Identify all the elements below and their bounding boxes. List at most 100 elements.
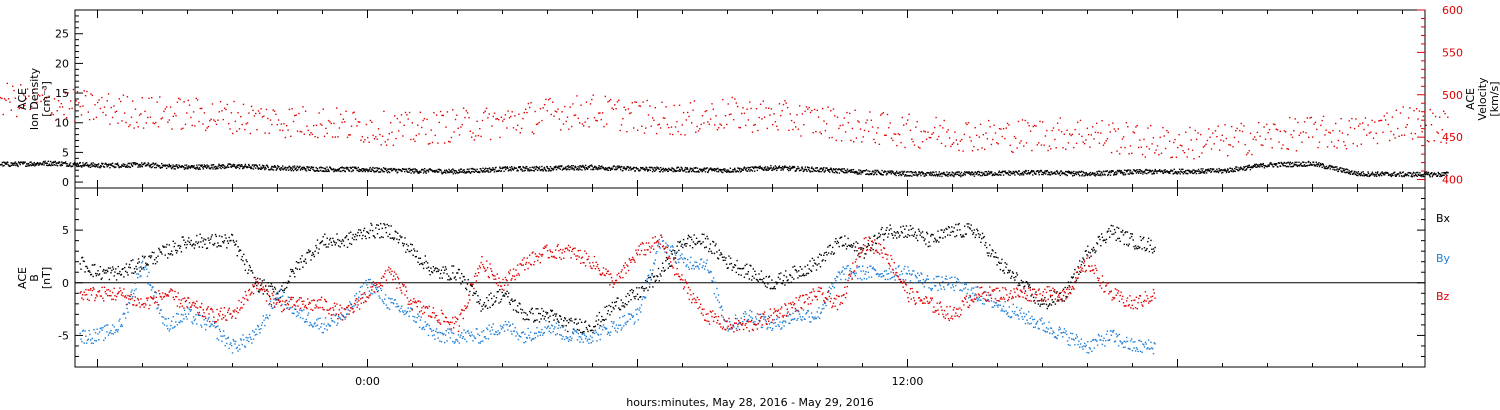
velocity-point: [1221, 134, 1223, 136]
density-point: [1367, 172, 1370, 175]
density-point: [208, 165, 210, 167]
velocity-point: [156, 101, 158, 103]
density-point: [648, 169, 650, 171]
density-point: [114, 163, 116, 165]
velocity-point: [580, 104, 582, 106]
velocity-point: [209, 120, 211, 122]
bx-point: [108, 278, 111, 281]
density-point: [519, 166, 521, 168]
density-point: [132, 162, 134, 164]
velocity-point: [79, 105, 81, 108]
density-point: [143, 163, 145, 165]
velocity-point: [627, 108, 629, 110]
density-point: [1048, 173, 1050, 175]
velocity-point: [1386, 112, 1388, 114]
density-point: [364, 169, 366, 171]
density-point: [372, 169, 375, 172]
density-point: [89, 166, 92, 168]
density-point: [366, 169, 369, 171]
density-point: [1298, 165, 1301, 167]
velocity-point: [327, 119, 330, 122]
density-point: [351, 166, 354, 168]
velocity-point: [188, 104, 191, 106]
velocity-point: [1422, 115, 1425, 117]
velocity-point: [383, 110, 385, 113]
velocity-point: [161, 117, 164, 119]
density-point: [28, 165, 31, 167]
density-point: [107, 164, 109, 166]
density-point: [249, 166, 251, 168]
velocity-point: [552, 101, 554, 103]
velocity-point: [215, 123, 218, 126]
density-point: [1009, 170, 1012, 173]
density-point: [886, 173, 889, 175]
bx-point: [86, 267, 89, 269]
velocity-point: [315, 124, 318, 126]
velocity-point: [1032, 125, 1034, 128]
velocity-point: [36, 101, 38, 104]
velocity-point: [904, 146, 906, 149]
density-point: [1340, 170, 1342, 172]
velocity-point: [6, 82, 8, 85]
bx-point: [153, 251, 155, 254]
density-point: [78, 165, 80, 168]
velocity-point: [1085, 139, 1087, 141]
density-point: [235, 167, 237, 169]
density-point: [2, 165, 4, 167]
density-point: [872, 170, 874, 172]
velocity-point: [534, 110, 536, 113]
density-point: [889, 171, 891, 174]
density-point: [717, 167, 719, 170]
density-point: [844, 172, 846, 174]
bx-point: [122, 268, 124, 270]
density-point: [719, 168, 721, 171]
density-point: [756, 166, 758, 168]
density-point: [200, 165, 202, 167]
density-point: [1325, 167, 1327, 170]
velocity-point: [1355, 118, 1357, 120]
velocity-point: [510, 115, 512, 118]
bx-point: [169, 253, 171, 256]
velocity-point: [1237, 141, 1240, 143]
velocity-point: [1075, 142, 1078, 144]
density-point: [871, 172, 873, 175]
density-point: [1047, 173, 1049, 176]
velocity-point: [581, 123, 584, 125]
density-point: [1115, 171, 1117, 173]
density-point: [1251, 165, 1253, 168]
density-point: [519, 167, 521, 169]
density-point: [894, 172, 897, 174]
density-point: [570, 165, 573, 167]
density-point: [702, 168, 705, 170]
velocity-point: [414, 140, 416, 142]
density-point: [876, 173, 878, 176]
density-point: [1120, 172, 1122, 174]
velocity-point: [1173, 141, 1175, 144]
density-point: [895, 174, 897, 177]
velocity-point: [1039, 120, 1041, 123]
velocity-point: [1364, 117, 1367, 119]
velocity-point: [616, 101, 619, 103]
velocity-point: [449, 141, 451, 143]
density-point: [91, 165, 93, 168]
velocity-point: [396, 117, 399, 120]
velocity-point: [672, 133, 674, 136]
density-point: [49, 160, 52, 163]
density-point: [1139, 171, 1141, 173]
density-point: [795, 169, 797, 171]
velocity-point: [24, 104, 26, 107]
bx-point: [154, 259, 156, 261]
velocity-point: [444, 142, 446, 144]
density-point: [546, 166, 548, 168]
velocity-point: [892, 139, 894, 142]
velocity-point: [391, 131, 393, 133]
density-point: [1127, 169, 1129, 171]
velocity-point: [622, 118, 624, 120]
density-point: [1272, 166, 1275, 168]
density-point: [1164, 169, 1166, 171]
density-point: [1021, 174, 1023, 176]
density-point: [281, 168, 283, 170]
velocity-point: [769, 114, 771, 116]
velocity-point: [1150, 124, 1152, 127]
velocity-point: [246, 122, 249, 124]
